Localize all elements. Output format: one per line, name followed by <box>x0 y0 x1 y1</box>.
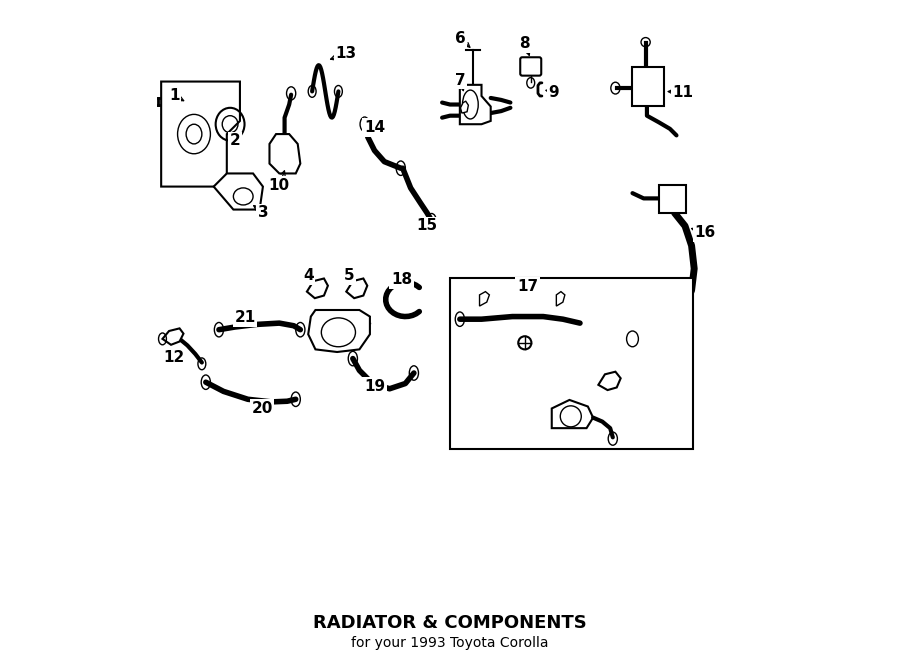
Text: 7: 7 <box>455 73 466 88</box>
Polygon shape <box>213 173 263 210</box>
FancyBboxPatch shape <box>659 185 687 213</box>
FancyBboxPatch shape <box>450 279 693 449</box>
Polygon shape <box>163 328 184 345</box>
Polygon shape <box>346 279 367 298</box>
Text: 18: 18 <box>391 272 412 287</box>
Text: 5: 5 <box>344 268 355 283</box>
Polygon shape <box>552 400 593 428</box>
Text: 9: 9 <box>548 85 559 99</box>
Text: 17: 17 <box>517 279 538 294</box>
Text: 11: 11 <box>672 85 694 99</box>
Text: 14: 14 <box>364 120 385 135</box>
Polygon shape <box>461 101 468 113</box>
Polygon shape <box>460 85 491 124</box>
Polygon shape <box>480 292 490 306</box>
Polygon shape <box>598 371 621 390</box>
Polygon shape <box>308 310 370 352</box>
Text: 19: 19 <box>364 379 385 394</box>
Polygon shape <box>556 292 565 306</box>
Text: RADIATOR & COMPONENTS: RADIATOR & COMPONENTS <box>313 614 587 632</box>
FancyBboxPatch shape <box>633 67 664 107</box>
FancyBboxPatch shape <box>520 57 541 75</box>
Text: 13: 13 <box>336 46 356 62</box>
Text: 20: 20 <box>252 401 273 416</box>
Text: 6: 6 <box>455 31 466 46</box>
Text: 16: 16 <box>694 225 716 240</box>
Text: 10: 10 <box>269 178 290 193</box>
Text: 8: 8 <box>519 36 530 51</box>
Text: 3: 3 <box>257 205 268 220</box>
Text: for your 1993 Toyota Corolla: for your 1993 Toyota Corolla <box>351 636 549 650</box>
Polygon shape <box>307 279 328 298</box>
Polygon shape <box>269 134 301 173</box>
Text: 15: 15 <box>417 218 437 234</box>
Text: 4: 4 <box>303 268 313 283</box>
Polygon shape <box>161 81 240 187</box>
Text: 21: 21 <box>235 310 256 325</box>
Text: 12: 12 <box>164 350 184 365</box>
Text: 2: 2 <box>230 133 240 148</box>
Text: 1: 1 <box>169 89 179 103</box>
